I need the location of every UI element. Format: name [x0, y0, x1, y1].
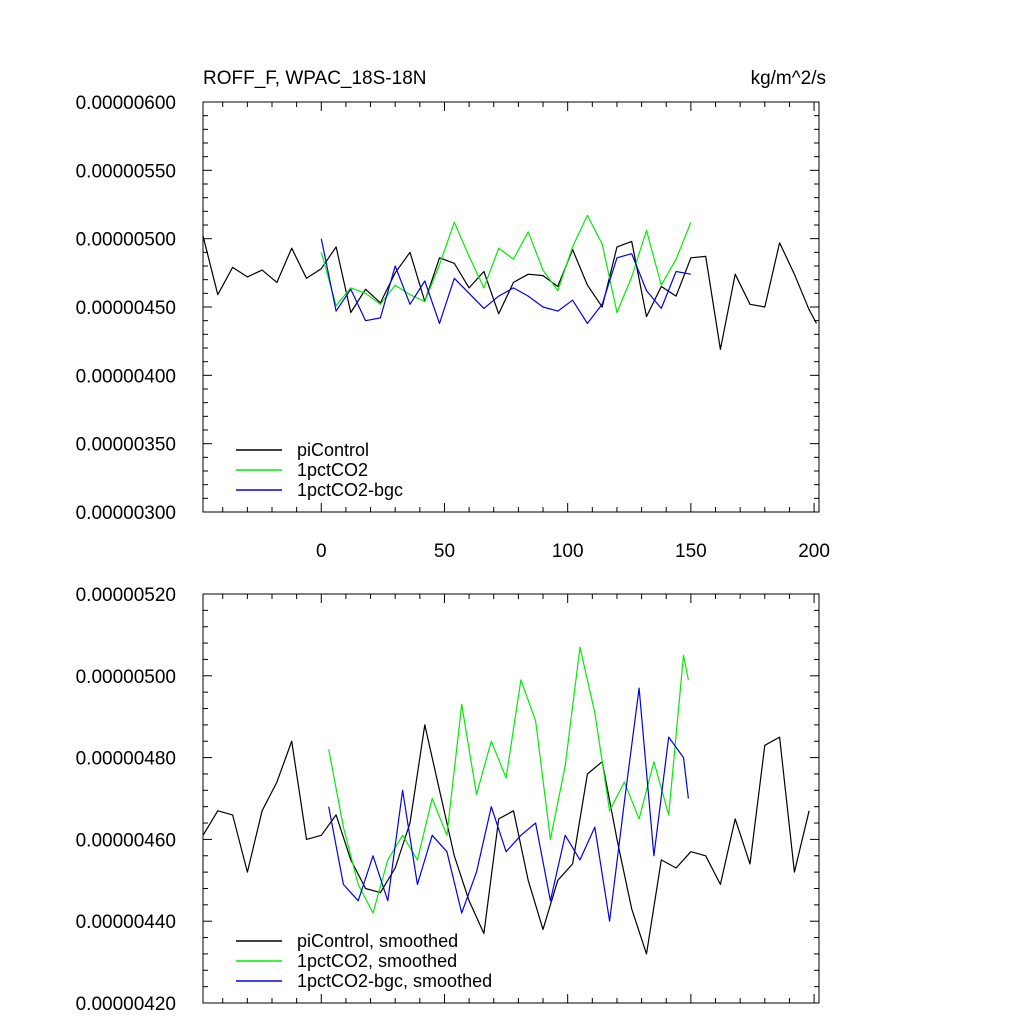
y-tick-label: 0.00000400 — [76, 366, 176, 387]
top-ticks — [203, 101, 819, 513]
y-tick-label: 0.00000550 — [76, 161, 176, 182]
y-tick-label: 0.00000420 — [76, 994, 176, 1015]
legend-label: piControl, smoothed — [297, 931, 458, 951]
y-tick-label: 0.00000500 — [76, 230, 176, 251]
bottom-panel: 0.00000420 0.00000440 0.00000460 0.00000480… — [76, 585, 820, 1015]
y-tick-label: 0.00000460 — [76, 830, 176, 851]
series-line — [328, 687, 689, 922]
legend-label: 1pctCO2-bgc, smoothed — [297, 971, 492, 991]
y-tick-label: 0.00000350 — [76, 435, 176, 456]
top-tick-labels: 0.00000300 0.00000350 0.00000400 0.00000450… — [76, 93, 830, 562]
x-tick-label: 100 — [552, 541, 584, 562]
y-tick-label: 0.00000600 — [76, 93, 176, 114]
legend-label: 1pctCO2, smoothed — [297, 951, 457, 971]
bottom-series — [202, 646, 810, 955]
x-tick-label: 0 — [316, 541, 327, 562]
x-tick-label: 200 — [798, 541, 830, 562]
y-tick-label: 0.00000500 — [76, 667, 176, 688]
series-line — [202, 235, 818, 350]
top-plot-frame — [202, 101, 820, 513]
chart-title: ROFF_F, WPAC_18S-18N — [203, 68, 426, 89]
legend-label: 1pctCO2 — [297, 460, 368, 480]
bottom-plot-frame — [202, 593, 820, 1004]
y-tick-label: 0.00000440 — [76, 912, 176, 933]
top-panel: ROFF_F, WPAC_18S-18N kg/m^2/s 0.00000300… — [76, 68, 830, 562]
legend-label: 1pctCO2-bgc — [297, 480, 403, 500]
y-tick-label: 0.00000520 — [76, 585, 176, 606]
series-line — [320, 238, 692, 324]
series-line — [328, 646, 689, 914]
bottom-ticks — [203, 593, 819, 1004]
y-tick-label: 0.00000300 — [76, 503, 176, 524]
legend-label: piControl — [297, 440, 369, 460]
top-series — [202, 214, 818, 350]
series-line — [202, 724, 810, 955]
y-tick-label: 0.00000450 — [76, 298, 176, 319]
y-tick-label: 0.00000480 — [76, 749, 176, 770]
x-tick-label: 50 — [434, 541, 455, 562]
units-label: kg/m^2/s — [751, 68, 826, 89]
x-tick-label: 150 — [675, 541, 707, 562]
bottom-tick-labels: 0.00000420 0.00000440 0.00000460 0.00000480… — [76, 585, 176, 1015]
series-line — [320, 214, 692, 314]
